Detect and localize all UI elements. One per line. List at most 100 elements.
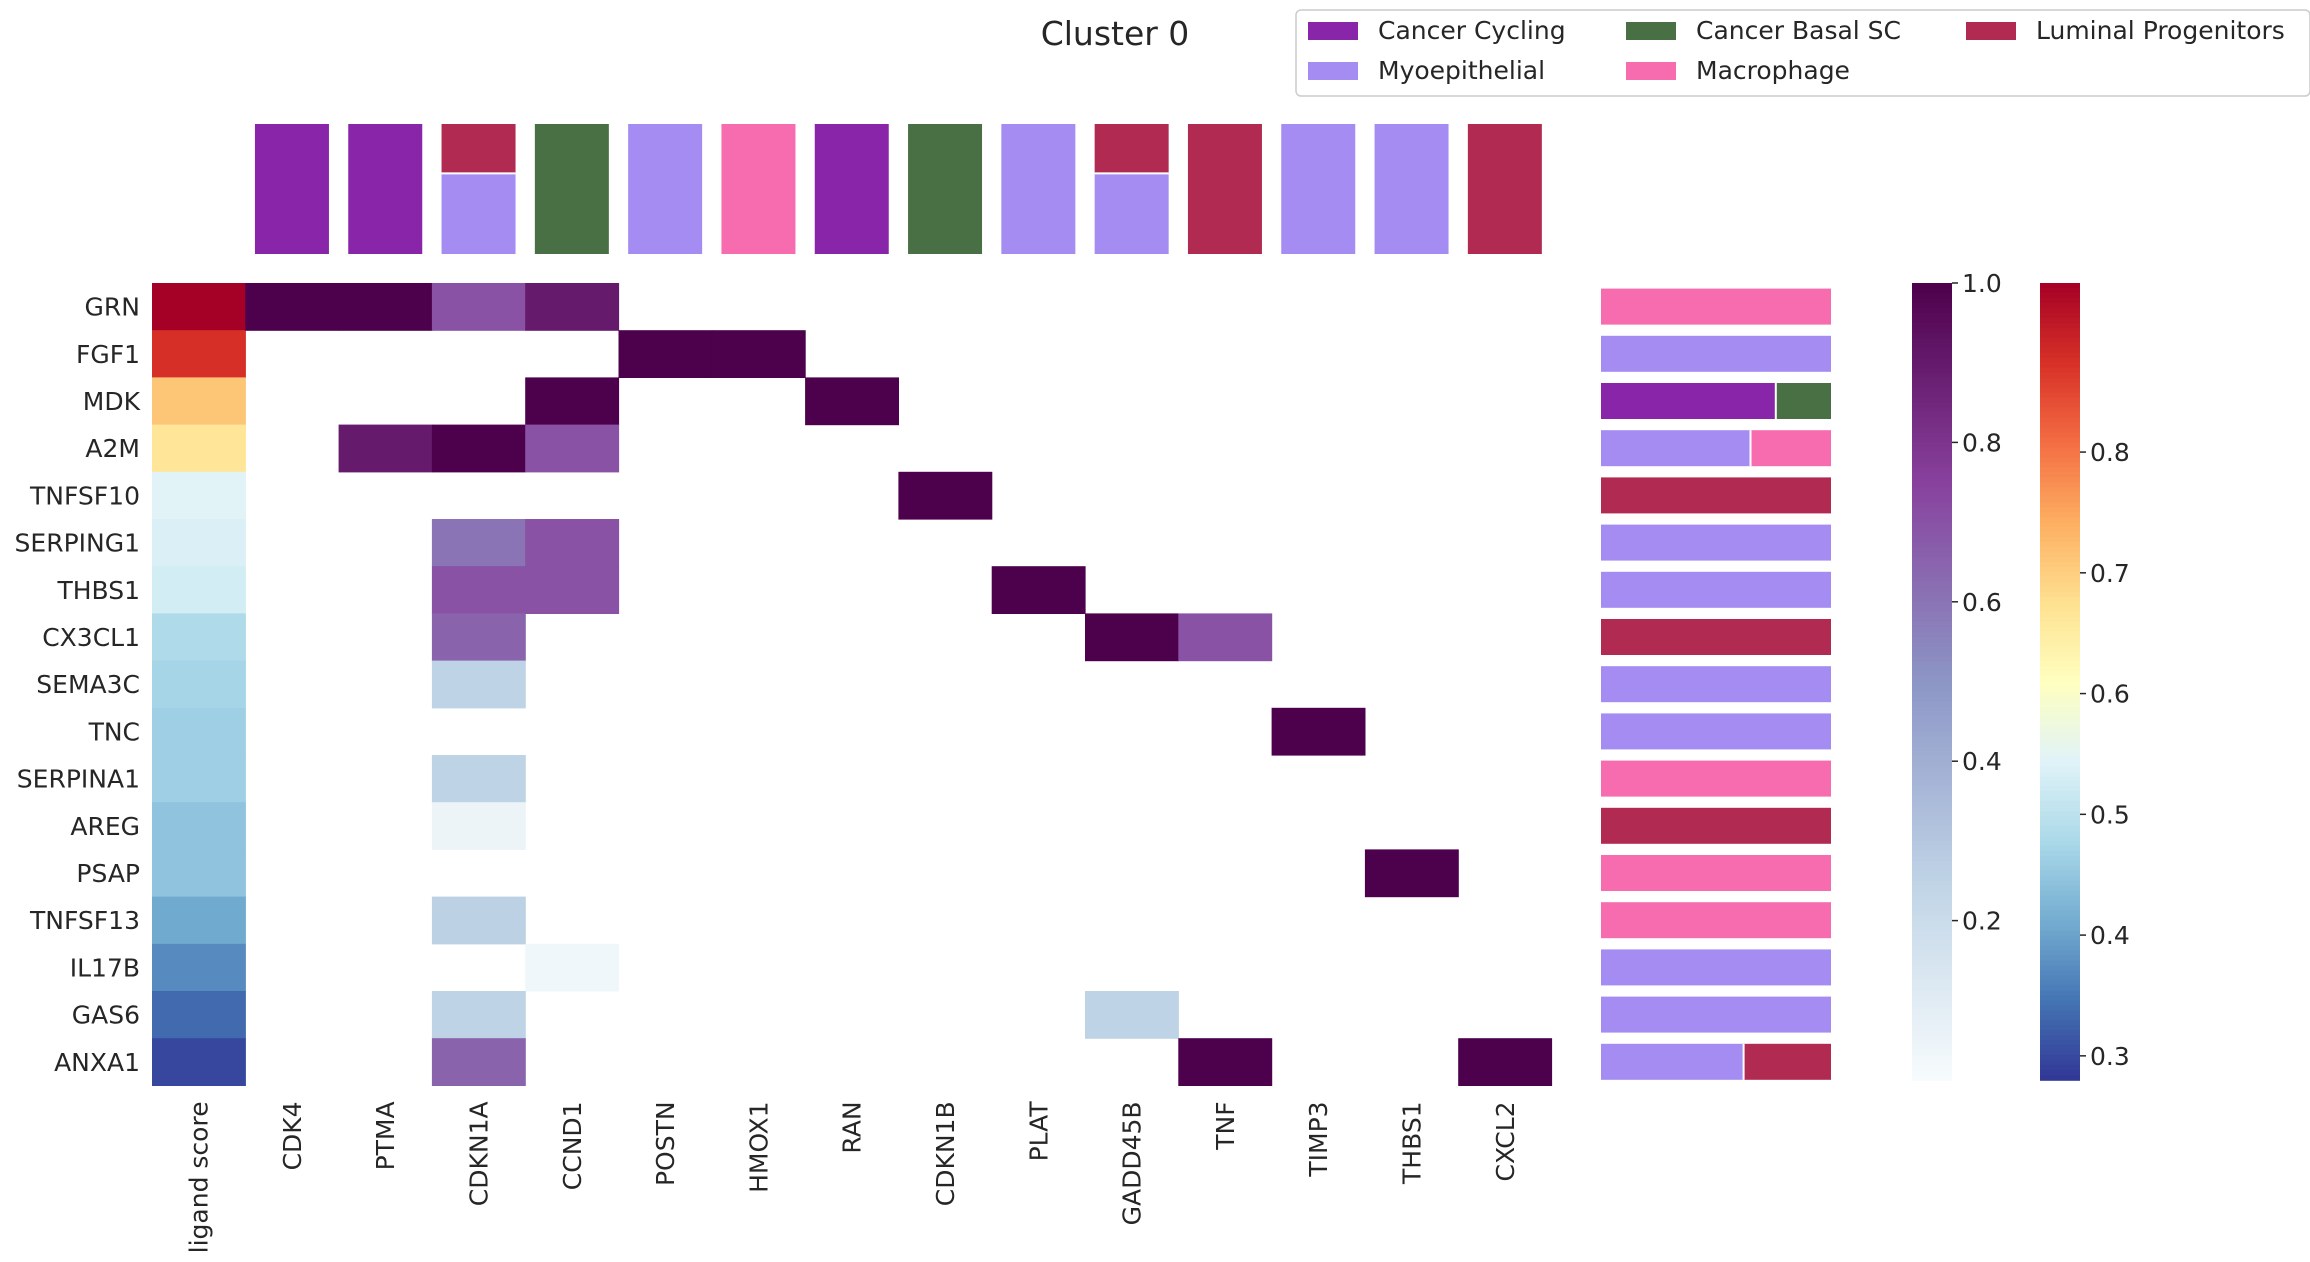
colorbar-step — [1912, 297, 1952, 304]
colorbar-step — [2040, 915, 2080, 922]
ligand-label: TNC — [88, 717, 140, 746]
colorbar-step — [1912, 776, 1952, 782]
colorbar-step — [2040, 492, 2080, 498]
colorbar-step — [1912, 432, 1952, 439]
heatmap-cell — [1178, 1038, 1273, 1086]
colorbar-step — [1912, 796, 1952, 802]
regulatory-heatmap — [245, 283, 1553, 1086]
heatmap-cell — [338, 424, 433, 473]
colorbar-step — [2040, 905, 2080, 912]
colorbar-step — [2040, 427, 2080, 434]
colorbar-step — [2040, 387, 2080, 394]
colorbar-step — [2040, 432, 2080, 439]
colorbar-step — [1912, 845, 1952, 852]
colorbar-step — [2040, 726, 2080, 733]
colorbar-step — [2040, 835, 2080, 842]
target-type-segment — [721, 124, 796, 254]
colorbar-step — [2040, 845, 2080, 852]
colorbar-step — [1912, 820, 1952, 827]
colorbar-step — [2040, 716, 2080, 723]
colorbar-step — [2040, 1020, 2080, 1027]
colorbar-tick-label: 0.3 — [2090, 1042, 2130, 1071]
colorbar-step — [1912, 850, 1952, 857]
colorbar-step — [2040, 472, 2080, 479]
colorbar-step — [1912, 766, 1952, 772]
colorbar-step — [2040, 696, 2080, 703]
colorbar-step — [1912, 980, 1952, 987]
colorbar-step — [2040, 512, 2080, 518]
colorbar-step — [2040, 681, 2080, 688]
ligand-label: GRN — [85, 293, 140, 322]
colorbar-step — [1912, 736, 1952, 743]
heatmap-cell — [431, 519, 526, 567]
colorbar-step — [2040, 337, 2080, 344]
colorbar-step — [2040, 990, 2080, 997]
heatmap-cell — [898, 471, 993, 520]
colorbar-step — [2040, 850, 2080, 857]
colorbar-step — [1912, 372, 1952, 379]
colorbar-step — [1912, 442, 1952, 449]
colorbar-step — [2040, 407, 2080, 414]
colorbar-step — [1912, 786, 1952, 792]
colorbar-tick-label: 0.8 — [1962, 428, 2002, 457]
colorbar-step — [2040, 497, 2080, 503]
colorbar-step — [2040, 442, 2080, 449]
colorbar-step — [2040, 527, 2080, 533]
colorbar-step — [2040, 616, 2080, 623]
colorbar-step — [1912, 512, 1952, 518]
colorbar-step — [2040, 965, 2080, 972]
colorbar-step — [1912, 1045, 1952, 1051]
colorbar-step — [2040, 1015, 2080, 1022]
colorbar-step — [2040, 756, 2080, 762]
colorbar-step — [1912, 566, 1952, 573]
colorbar-step — [2040, 855, 2080, 862]
column-label: CXCL2 — [1491, 1101, 1520, 1181]
colorbar-step — [2040, 910, 2080, 917]
colorbar-step — [1912, 746, 1952, 753]
target-type-segment — [814, 124, 889, 254]
colorbar-step — [1912, 1070, 1952, 1076]
score-cell — [152, 330, 246, 378]
score-cell — [152, 471, 246, 520]
legend-frame — [1295, 9, 2310, 97]
colorbar-step — [2040, 761, 2080, 767]
colorbar-step — [2040, 537, 2080, 543]
target-type-segment — [534, 124, 609, 254]
colorbar-step — [1912, 1015, 1952, 1022]
ligand-label: SEMA3C — [36, 670, 140, 699]
colorbar-step — [2040, 746, 2080, 753]
colorbar-step — [1912, 362, 1952, 369]
colorbar-step — [1912, 806, 1952, 812]
ligand-type-segment — [1601, 430, 1751, 467]
score-cell — [152, 707, 246, 756]
colorbar-step — [2040, 830, 2080, 837]
target-type-segment — [348, 124, 423, 254]
colorbar-tick-label: 0.2 — [1962, 907, 2002, 936]
colorbar-step — [1912, 556, 1952, 563]
ligand-label: FGF1 — [76, 340, 140, 369]
column-label: PTMA — [371, 1101, 400, 1170]
colorbar-step — [1912, 771, 1952, 777]
colorbar-step — [2040, 985, 2080, 992]
colorbar-step — [1912, 930, 1952, 937]
colorbar-step — [1912, 437, 1952, 444]
colorbar-step — [2040, 860, 2080, 867]
colorbar-step — [2040, 487, 2080, 494]
colorbar-step — [2040, 970, 2080, 977]
colorbar-step — [1912, 517, 1952, 523]
colorbar-step — [2040, 1035, 2080, 1041]
colorbar-step — [2040, 895, 2080, 902]
colorbar-step — [2040, 302, 2080, 309]
colorbar-step — [2040, 606, 2080, 613]
colorbar-step — [1912, 666, 1952, 673]
legend-swatch — [1308, 22, 1358, 40]
colorbar-step — [2040, 392, 2080, 399]
colorbar-step — [2040, 631, 2080, 638]
ligand-type-segment — [1601, 713, 1831, 750]
colorbar-step — [2040, 1040, 2080, 1046]
colorbar-step — [2040, 547, 2080, 553]
colorbar-step — [2040, 661, 2080, 668]
colorbar-step — [2040, 870, 2080, 877]
colorbar-step — [2040, 666, 2080, 673]
